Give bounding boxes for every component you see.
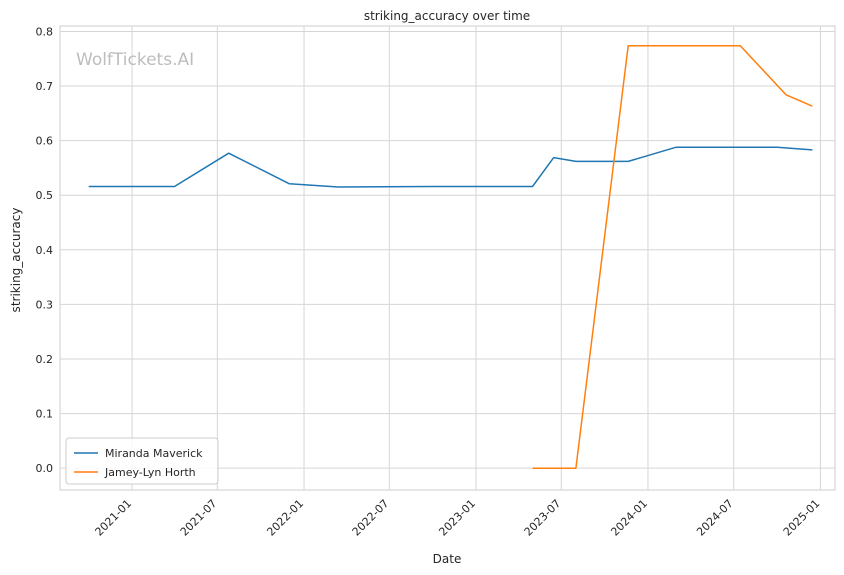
- y-tick-label: 0.4: [36, 244, 54, 257]
- grid: [60, 26, 835, 490]
- y-tick-label: 0.3: [36, 298, 54, 311]
- legend-label-miranda-maverick: Miranda Maverick: [105, 447, 203, 460]
- y-tick-label: 0.5: [36, 189, 54, 202]
- chart-title: striking_accuracy over time: [364, 9, 530, 23]
- x-tick-label: 2022-01: [264, 497, 306, 539]
- series-layer: [88, 44, 813, 469]
- y-tick-label: 0.1: [36, 408, 54, 421]
- series-line-miranda-maverick: [88, 146, 813, 188]
- y-tick-labels: 0.0 0.1 0.2 0.3 0.4 0.5 0.6 0.7 0.8: [36, 25, 54, 475]
- legend-label-jamey-lyn-horth: Jamey-Lyn Horth: [104, 466, 196, 479]
- x-tick-label: 2024-01: [608, 497, 650, 539]
- x-tick-label: 2022-07: [350, 497, 392, 539]
- x-tick-label: 2024-07: [694, 497, 736, 539]
- y-tick-label: 0.7: [36, 80, 54, 93]
- x-axis-label: Date: [433, 552, 462, 566]
- y-tick-label: 0.2: [36, 353, 54, 366]
- legend-box: [65, 437, 219, 485]
- x-tick-label: 2023-07: [522, 497, 564, 539]
- x-tick-label: 2021-01: [93, 497, 135, 539]
- legend: Miranda Maverick Jamey-Lyn Horth: [65, 437, 219, 485]
- y-tick-label: 0.6: [36, 135, 54, 148]
- plot-area: [59, 25, 836, 491]
- x-tick-label: 2025-01: [781, 497, 823, 539]
- x-tick-labels: 2021-01 2021-07 2022-01 2022-07 2023-01 2023-…: [93, 497, 823, 539]
- y-axis-label: striking_accuracy: [9, 208, 23, 313]
- watermark: WolfTickets.AI: [76, 50, 194, 70]
- x-tick-label: 2023-01: [436, 497, 478, 539]
- x-tick-label: 2021-07: [178, 497, 220, 539]
- y-tick-label: 0.0: [36, 462, 54, 475]
- series-line-jamey-lyn-horth: [532, 44, 813, 469]
- y-tick-label: 0.8: [36, 25, 54, 38]
